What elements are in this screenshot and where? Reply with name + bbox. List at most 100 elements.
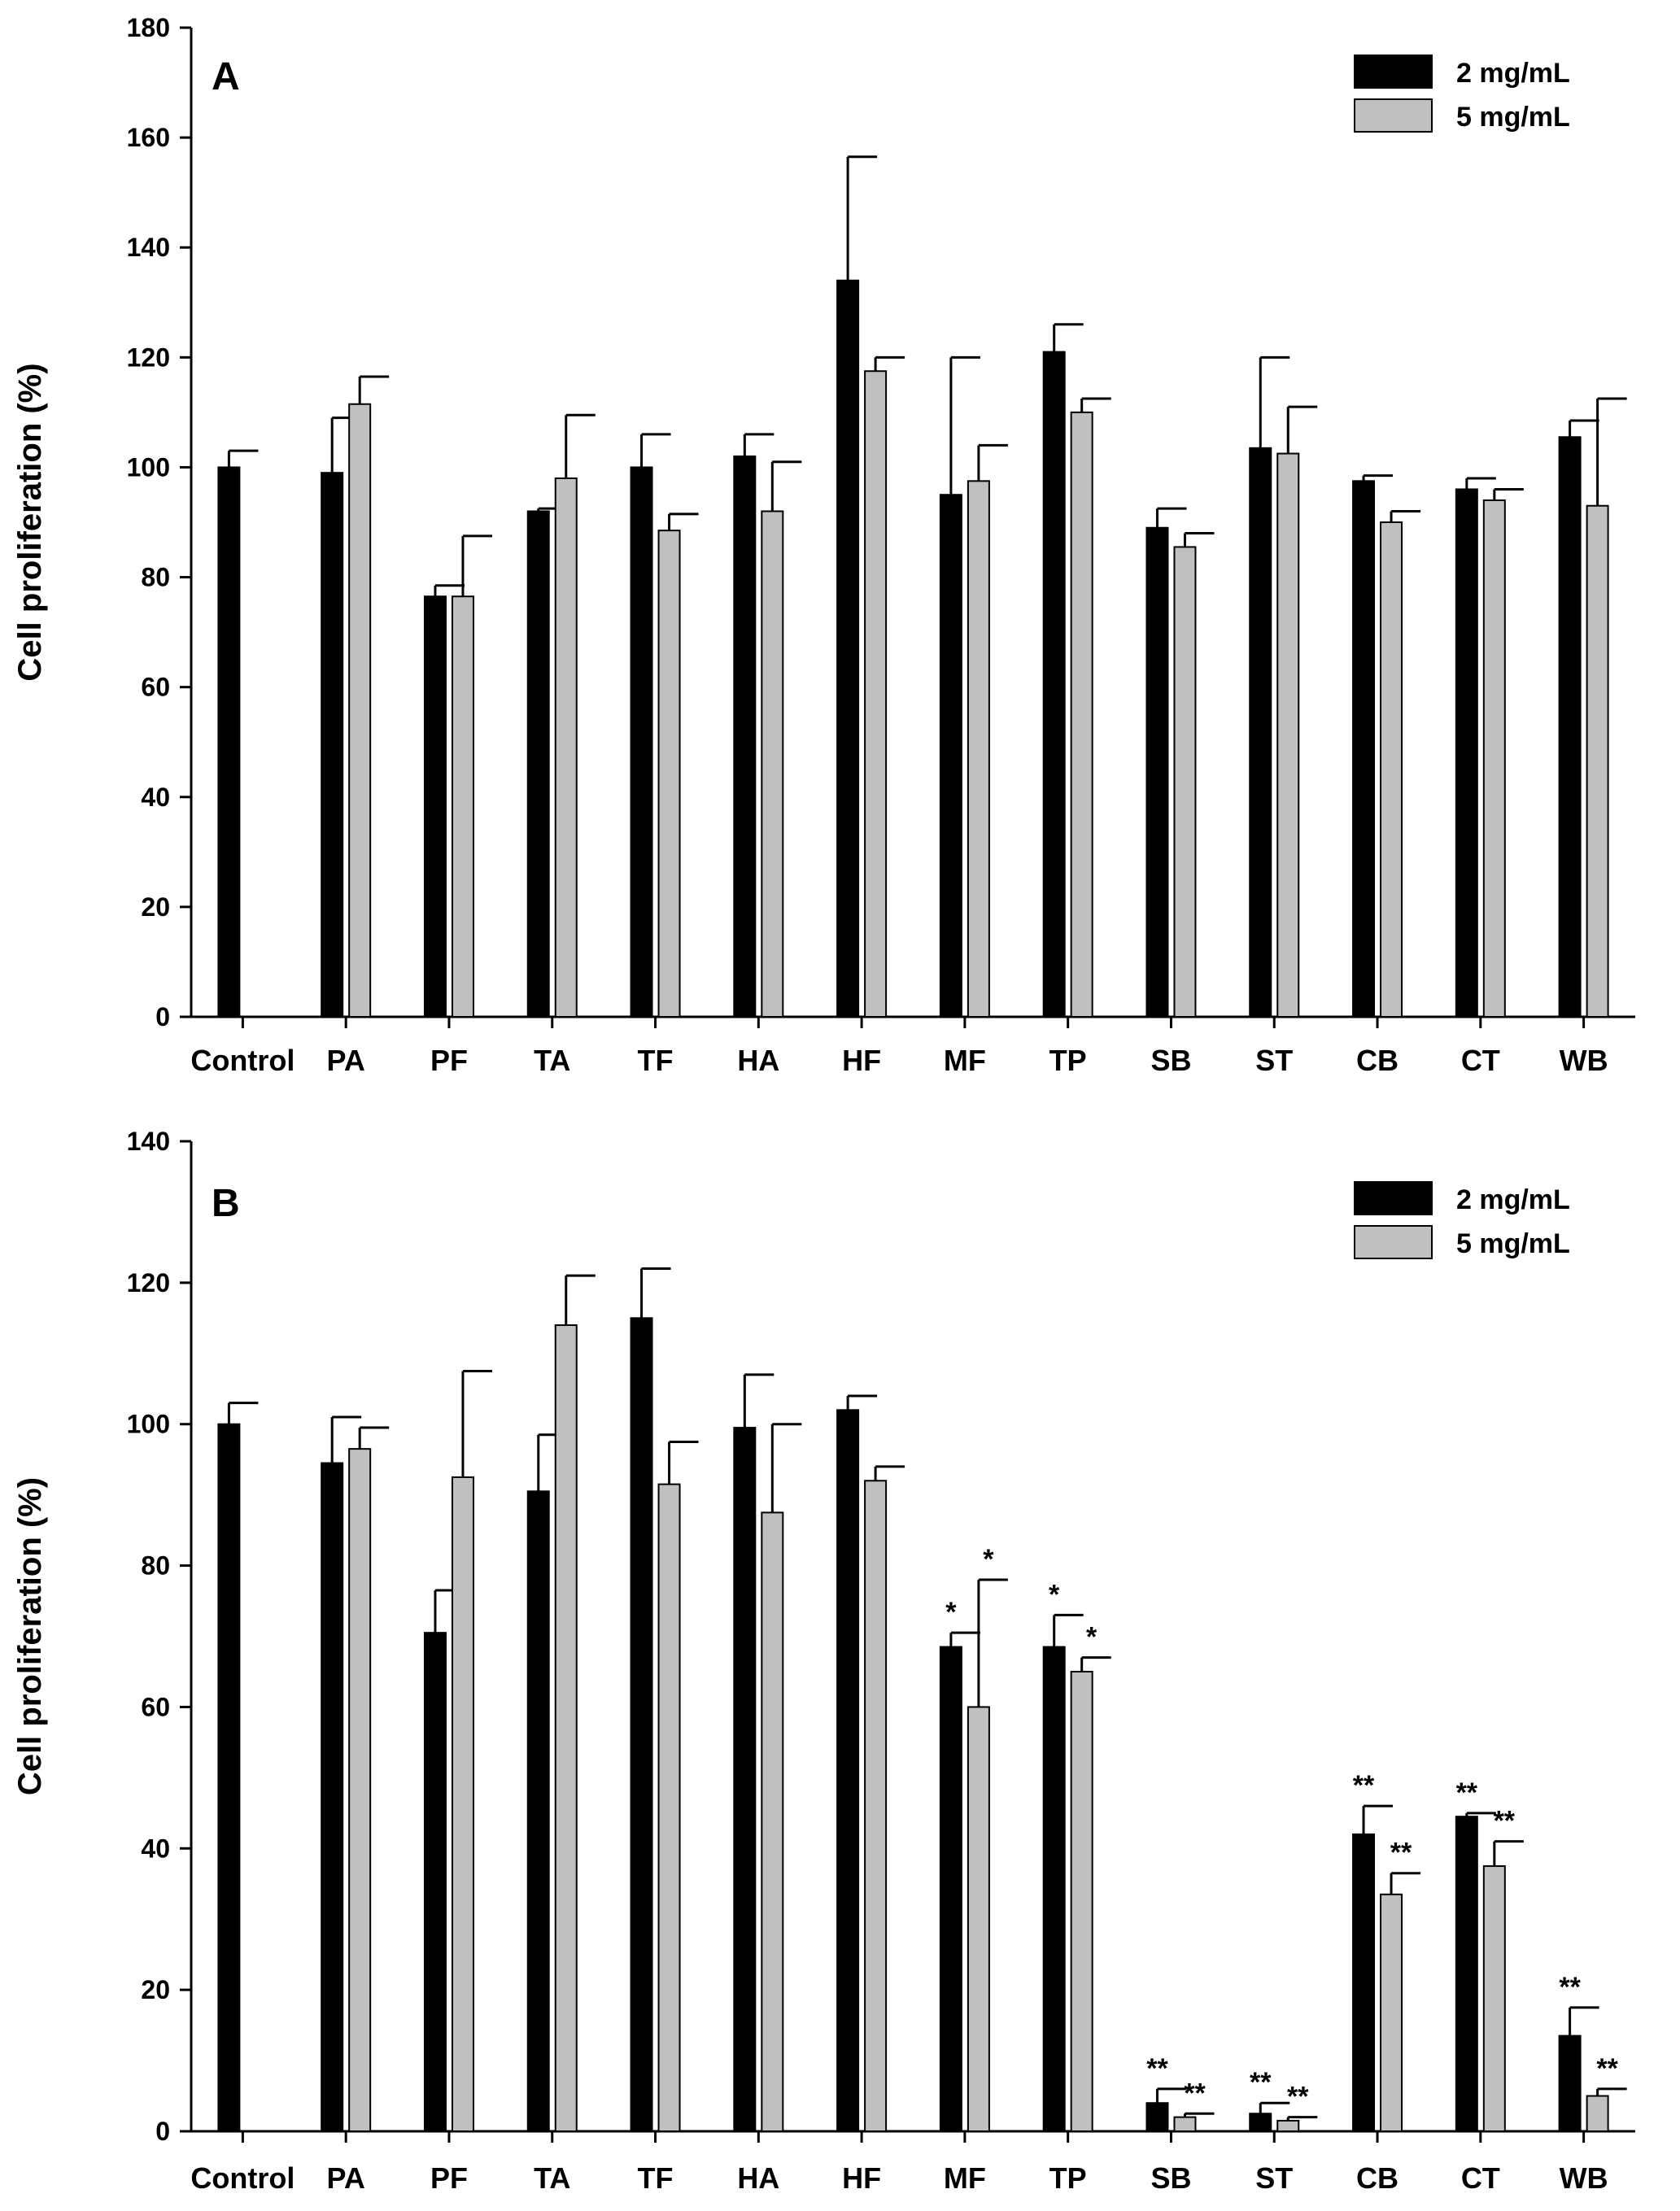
bar — [836, 279, 860, 1018]
panel-letter: A — [212, 55, 240, 98]
bar — [217, 466, 241, 1018]
significance-marker: ** — [1250, 2067, 1272, 2098]
y-tick-label: 140 — [127, 233, 170, 262]
x-tick-label: SB — [1150, 1044, 1191, 1077]
legend-label: 2 mg/mL — [1456, 58, 1570, 89]
significance-marker: ** — [1559, 1972, 1581, 2003]
bar — [657, 530, 681, 1018]
x-tick-label: Control — [190, 2161, 295, 2195]
bar — [1586, 2095, 1609, 2132]
x-tick-label: CT — [1461, 2161, 1500, 2195]
x-tick-label: HA — [737, 2161, 779, 2195]
y-tick-label: 80 — [141, 563, 170, 592]
y-tick-label: 40 — [141, 1834, 170, 1863]
significance-marker: ** — [1596, 2053, 1618, 2084]
bar — [1042, 1646, 1066, 2132]
bar — [967, 480, 990, 1018]
bar — [630, 466, 653, 1018]
significance-marker: ** — [1494, 1806, 1516, 1837]
legend-label: 5 mg/mL — [1456, 1228, 1570, 1259]
bar — [526, 1490, 550, 2132]
bar — [1145, 2102, 1169, 2132]
bar — [733, 1427, 757, 2132]
bar — [864, 1480, 888, 2133]
significance-marker: * — [945, 1597, 957, 1628]
bar — [1249, 2113, 1272, 2132]
x-tick-label: HA — [737, 1044, 779, 1077]
legend-label: 5 mg/mL — [1456, 102, 1570, 133]
bar — [1558, 436, 1582, 1018]
legend-label: 2 mg/mL — [1456, 1184, 1570, 1215]
bar — [1455, 1816, 1478, 2133]
bar — [1276, 452, 1300, 1018]
bar — [1042, 351, 1066, 1018]
y-tick-label: 60 — [141, 1692, 170, 1721]
significance-marker: ** — [1184, 2078, 1206, 2109]
y-axis-title: Cell proliferation (%) — [12, 1477, 48, 1795]
x-tick-label: HF — [842, 1044, 881, 1077]
significance-marker: * — [983, 1544, 994, 1575]
bar — [321, 1462, 344, 2132]
x-tick-label: PF — [430, 2161, 468, 2195]
x-tick-label: TF — [638, 1044, 674, 1077]
bar — [1380, 521, 1403, 1018]
y-tick-label: 40 — [141, 783, 170, 812]
significance-marker: ** — [1456, 1777, 1478, 1808]
bar — [630, 1317, 653, 2132]
y-tick-label: 100 — [127, 452, 170, 482]
y-tick-label: 100 — [127, 1410, 170, 1439]
x-tick-label: PA — [327, 1044, 365, 1077]
y-tick-label: 20 — [141, 1975, 170, 2004]
bar — [1070, 1670, 1093, 2133]
x-tick-label: SB — [1150, 2161, 1191, 2195]
bar — [451, 1476, 474, 2133]
significance-marker: ** — [1146, 2053, 1168, 2084]
legend-swatch — [1354, 1225, 1433, 1259]
x-tick-label: TA — [534, 2161, 570, 2195]
bar — [554, 477, 578, 1018]
bar — [761, 510, 784, 1018]
x-tick-label: TF — [638, 2161, 674, 2195]
significance-marker: ** — [1287, 2082, 1309, 2113]
x-tick-label: HF — [842, 2161, 881, 2195]
y-axis-title: Cell proliferation (%) — [12, 363, 48, 681]
bar — [348, 1448, 372, 2132]
x-tick-label: MF — [944, 1044, 986, 1077]
x-tick-label: TP — [1049, 1044, 1087, 1077]
bar — [1173, 546, 1197, 1018]
bar — [939, 494, 962, 1018]
bar — [1482, 1865, 1506, 2132]
y-tick-label: 120 — [127, 342, 170, 372]
bar — [761, 1511, 784, 2132]
bar — [1352, 1833, 1376, 2132]
chart-panel-a: 0 20 40 60 80 100 120 140 160 180 Cell proliferati… — [12, 13, 1635, 1077]
x-tick-label: TA — [534, 1044, 570, 1077]
bar — [1586, 504, 1609, 1018]
bar — [348, 403, 372, 1018]
significance-marker: ** — [1353, 1770, 1375, 1801]
bar — [1380, 1893, 1403, 2133]
bar — [526, 510, 550, 1018]
x-tick-label: WB — [1560, 2161, 1608, 2195]
y-tick-label: 20 — [141, 892, 170, 922]
y-tick-label: 140 — [127, 1127, 170, 1156]
bar — [1173, 2116, 1197, 2132]
y-tick-label: 160 — [127, 123, 170, 152]
y-tick-label: 80 — [141, 1551, 170, 1581]
bar — [967, 1706, 990, 2132]
bar — [554, 1324, 578, 2132]
x-tick-label: CB — [1356, 2161, 1399, 2195]
bar — [423, 1632, 447, 2132]
x-tick-label: CT — [1461, 1044, 1500, 1077]
bar — [451, 595, 474, 1018]
bar — [1482, 499, 1506, 1018]
bar — [1249, 447, 1272, 1018]
significance-marker: ** — [1390, 1838, 1412, 1869]
bar — [423, 595, 447, 1018]
bar — [1070, 411, 1093, 1018]
legend-swatch — [1354, 98, 1433, 133]
bar — [217, 1423, 241, 2132]
y-tick-label: 0 — [155, 1002, 170, 1031]
bar — [733, 455, 757, 1018]
